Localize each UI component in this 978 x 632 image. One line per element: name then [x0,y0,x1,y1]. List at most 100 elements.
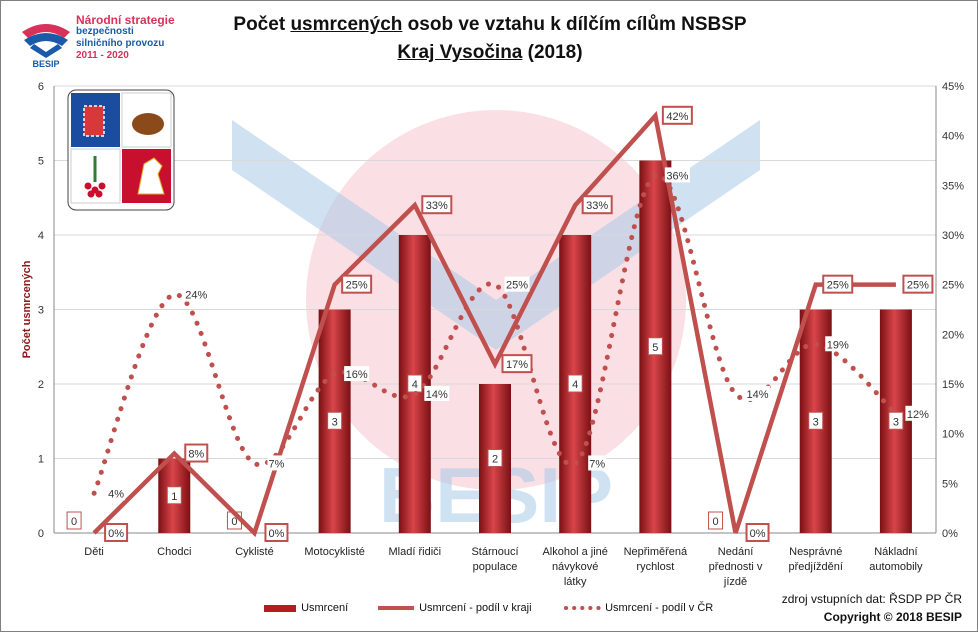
bar-label-box [66,511,82,530]
rowan-berry-icon [95,190,103,198]
source-note: zdroj vstupních dat: ŘSDP PP ČR [781,592,962,606]
bar-value-label: 3 [332,416,338,428]
rowan-berry-icon [84,182,92,190]
x-category-label: přednosti v [709,561,763,573]
x-category-label: návykové [552,561,598,573]
y2-tick-label: 30% [942,230,964,242]
x-category-label: Chodci [157,546,191,558]
series-region-share-line [92,110,896,538]
x-category-label: Nákladní [874,546,917,558]
region-share-label-box [822,274,854,294]
cr-share-label: 14% [747,389,769,401]
y-tick-label: 3 [38,305,44,317]
cr-share-label-bg [905,405,931,421]
bar-label-box [327,411,343,430]
cr-share-label-bg [267,455,286,471]
rowan-berry-icon [98,182,106,190]
x-category-label: předjíždění [789,561,843,573]
bar-value-label: 4 [572,379,578,391]
hedgehog-icon [132,113,164,135]
region-share-label-box [104,523,129,542]
y-tick-label: 1 [38,454,44,466]
y-tick-label: 6 [38,81,44,93]
besip-logo: BESIP Národní strategie bezpečnosti siln… [18,14,188,74]
title-part-2: osob ve vztahu k dílčím cílům NSBSP [402,14,747,35]
region-share-label: 0% [750,528,766,540]
logo-line-1: Národní strategie [76,13,175,27]
bar-value-label: 0 [712,516,718,528]
y-tick-label: 2 [38,379,44,391]
region-share-label: 8% [188,449,204,461]
cr-share-label: 19% [827,339,849,351]
logo-line-2: bezpečnosti [76,26,134,37]
lion-icon [137,157,165,195]
x-category-label: Děti [84,546,104,558]
y2-tick-label: 15% [942,379,964,391]
region-share-label: 0% [108,528,124,540]
y2-tick-label: 45% [942,81,964,93]
x-category-label: populace [473,561,518,573]
bar-label-box [647,337,663,356]
bar-label-box [166,486,182,505]
legend-item-dots: Usmrcení - podíl v ČR [562,602,713,614]
bar-label-box [808,411,824,430]
x-category-label: látky [564,576,587,588]
bar-label-box [487,449,503,467]
cr-share-label-bg [588,455,607,471]
chart-subtitle: Kraj Vysočina (2018) [190,42,790,64]
cr-share-label-bg [183,286,209,302]
y-tick-label: 5 [38,156,44,168]
cr-share-label-bg [825,336,851,352]
region-share-label-box [745,523,770,542]
bar-label-box [888,411,904,430]
region-share-label: 42% [666,111,688,123]
y2-tick-label: 10% [942,429,964,441]
x-category-label: Nepřiměřená [624,546,688,558]
x-category-label: Stárnoucí [471,546,518,558]
y2-tick-label: 0% [942,528,958,540]
bar-value-label: 0 [71,516,77,528]
series-cr-share-line [91,172,899,496]
cr-share-label: 4% [108,488,124,500]
region-share-label: 33% [586,200,608,212]
logo-brand-text: BESIP [32,59,59,69]
rowan-berry-icon [87,190,95,198]
x-category-label: jízdě [723,576,747,588]
cr-share-label: 7% [589,458,605,470]
region-share-label-box [421,195,453,215]
region-share-label-box [341,274,373,294]
y-tick-label: 0 [38,528,44,540]
legend-dots-swatch [564,606,602,611]
x-category-label: Nedání [718,546,753,558]
y2-tick-label: 25% [942,280,964,292]
cr-share-label: 12% [907,409,929,421]
y2-tick-label: 20% [942,329,964,341]
cr-share-label: 14% [426,389,448,401]
x-category-label: rychlost [636,561,674,573]
logo-line-4: 2011 - 2020 [76,50,129,61]
legend-label-dots: Usmrcení - podíl v ČR [605,602,714,614]
x-category-label: Motocyklisté [304,546,365,558]
legend-label-bars: Usmrcení [301,602,349,614]
bar-label-box [567,374,583,393]
y-tick-label: 4 [38,230,44,242]
legend-bar-swatch [264,605,296,613]
cr-share-label-bg [664,167,690,183]
cr-share-label-bg [107,485,126,501]
title-part-1: Počet [233,14,291,35]
y2-tick-label: 35% [942,180,964,192]
subtitle-region: Kraj Vysočina [397,42,523,63]
y2-tick-label: 40% [942,131,964,143]
x-category-label: Nesprávné [789,546,842,558]
x-category-label: Cyklisté [235,546,274,558]
region-share-label-box [902,274,934,294]
y2-tick-label: 5% [942,478,958,490]
besip-wing-icon: BESIP [22,24,70,69]
region-share-label-box [581,195,613,215]
legend-item-bars: Usmrcení [262,602,348,614]
region-share-label: 25% [907,280,929,292]
eagle-icon [83,105,105,137]
chart-title: Počet usmrcených osob ve vztahu k dílčím… [190,14,790,36]
bar-value-label: 0 [231,516,237,528]
bar-label-box [708,511,724,530]
